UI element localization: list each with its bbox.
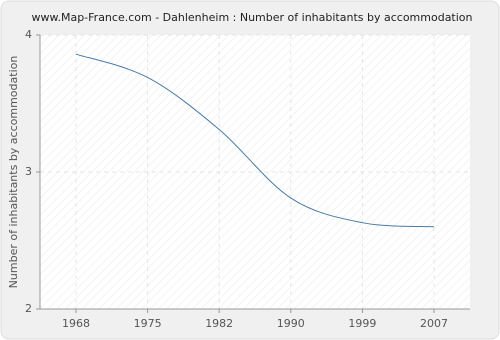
- x-tick-label: 1990: [277, 317, 305, 330]
- x-tick-label: 1968: [62, 317, 90, 330]
- x-tick-label: 1982: [205, 317, 233, 330]
- chart-title: www.Map-France.com - Dahlenheim : Number…: [31, 11, 472, 24]
- plot-area: [40, 35, 470, 309]
- y-axis-label: Number of inhabitants by accommodation: [7, 56, 20, 289]
- x-tick-label: 2007: [420, 317, 448, 330]
- x-tick-label: 1975: [134, 317, 162, 330]
- x-tick-label: 1999: [348, 317, 376, 330]
- line: [75, 53, 435, 228]
- y-tick-label: 3: [25, 165, 32, 178]
- y-tick-label: 4: [25, 28, 32, 41]
- y-tick-label: 2: [25, 302, 32, 315]
